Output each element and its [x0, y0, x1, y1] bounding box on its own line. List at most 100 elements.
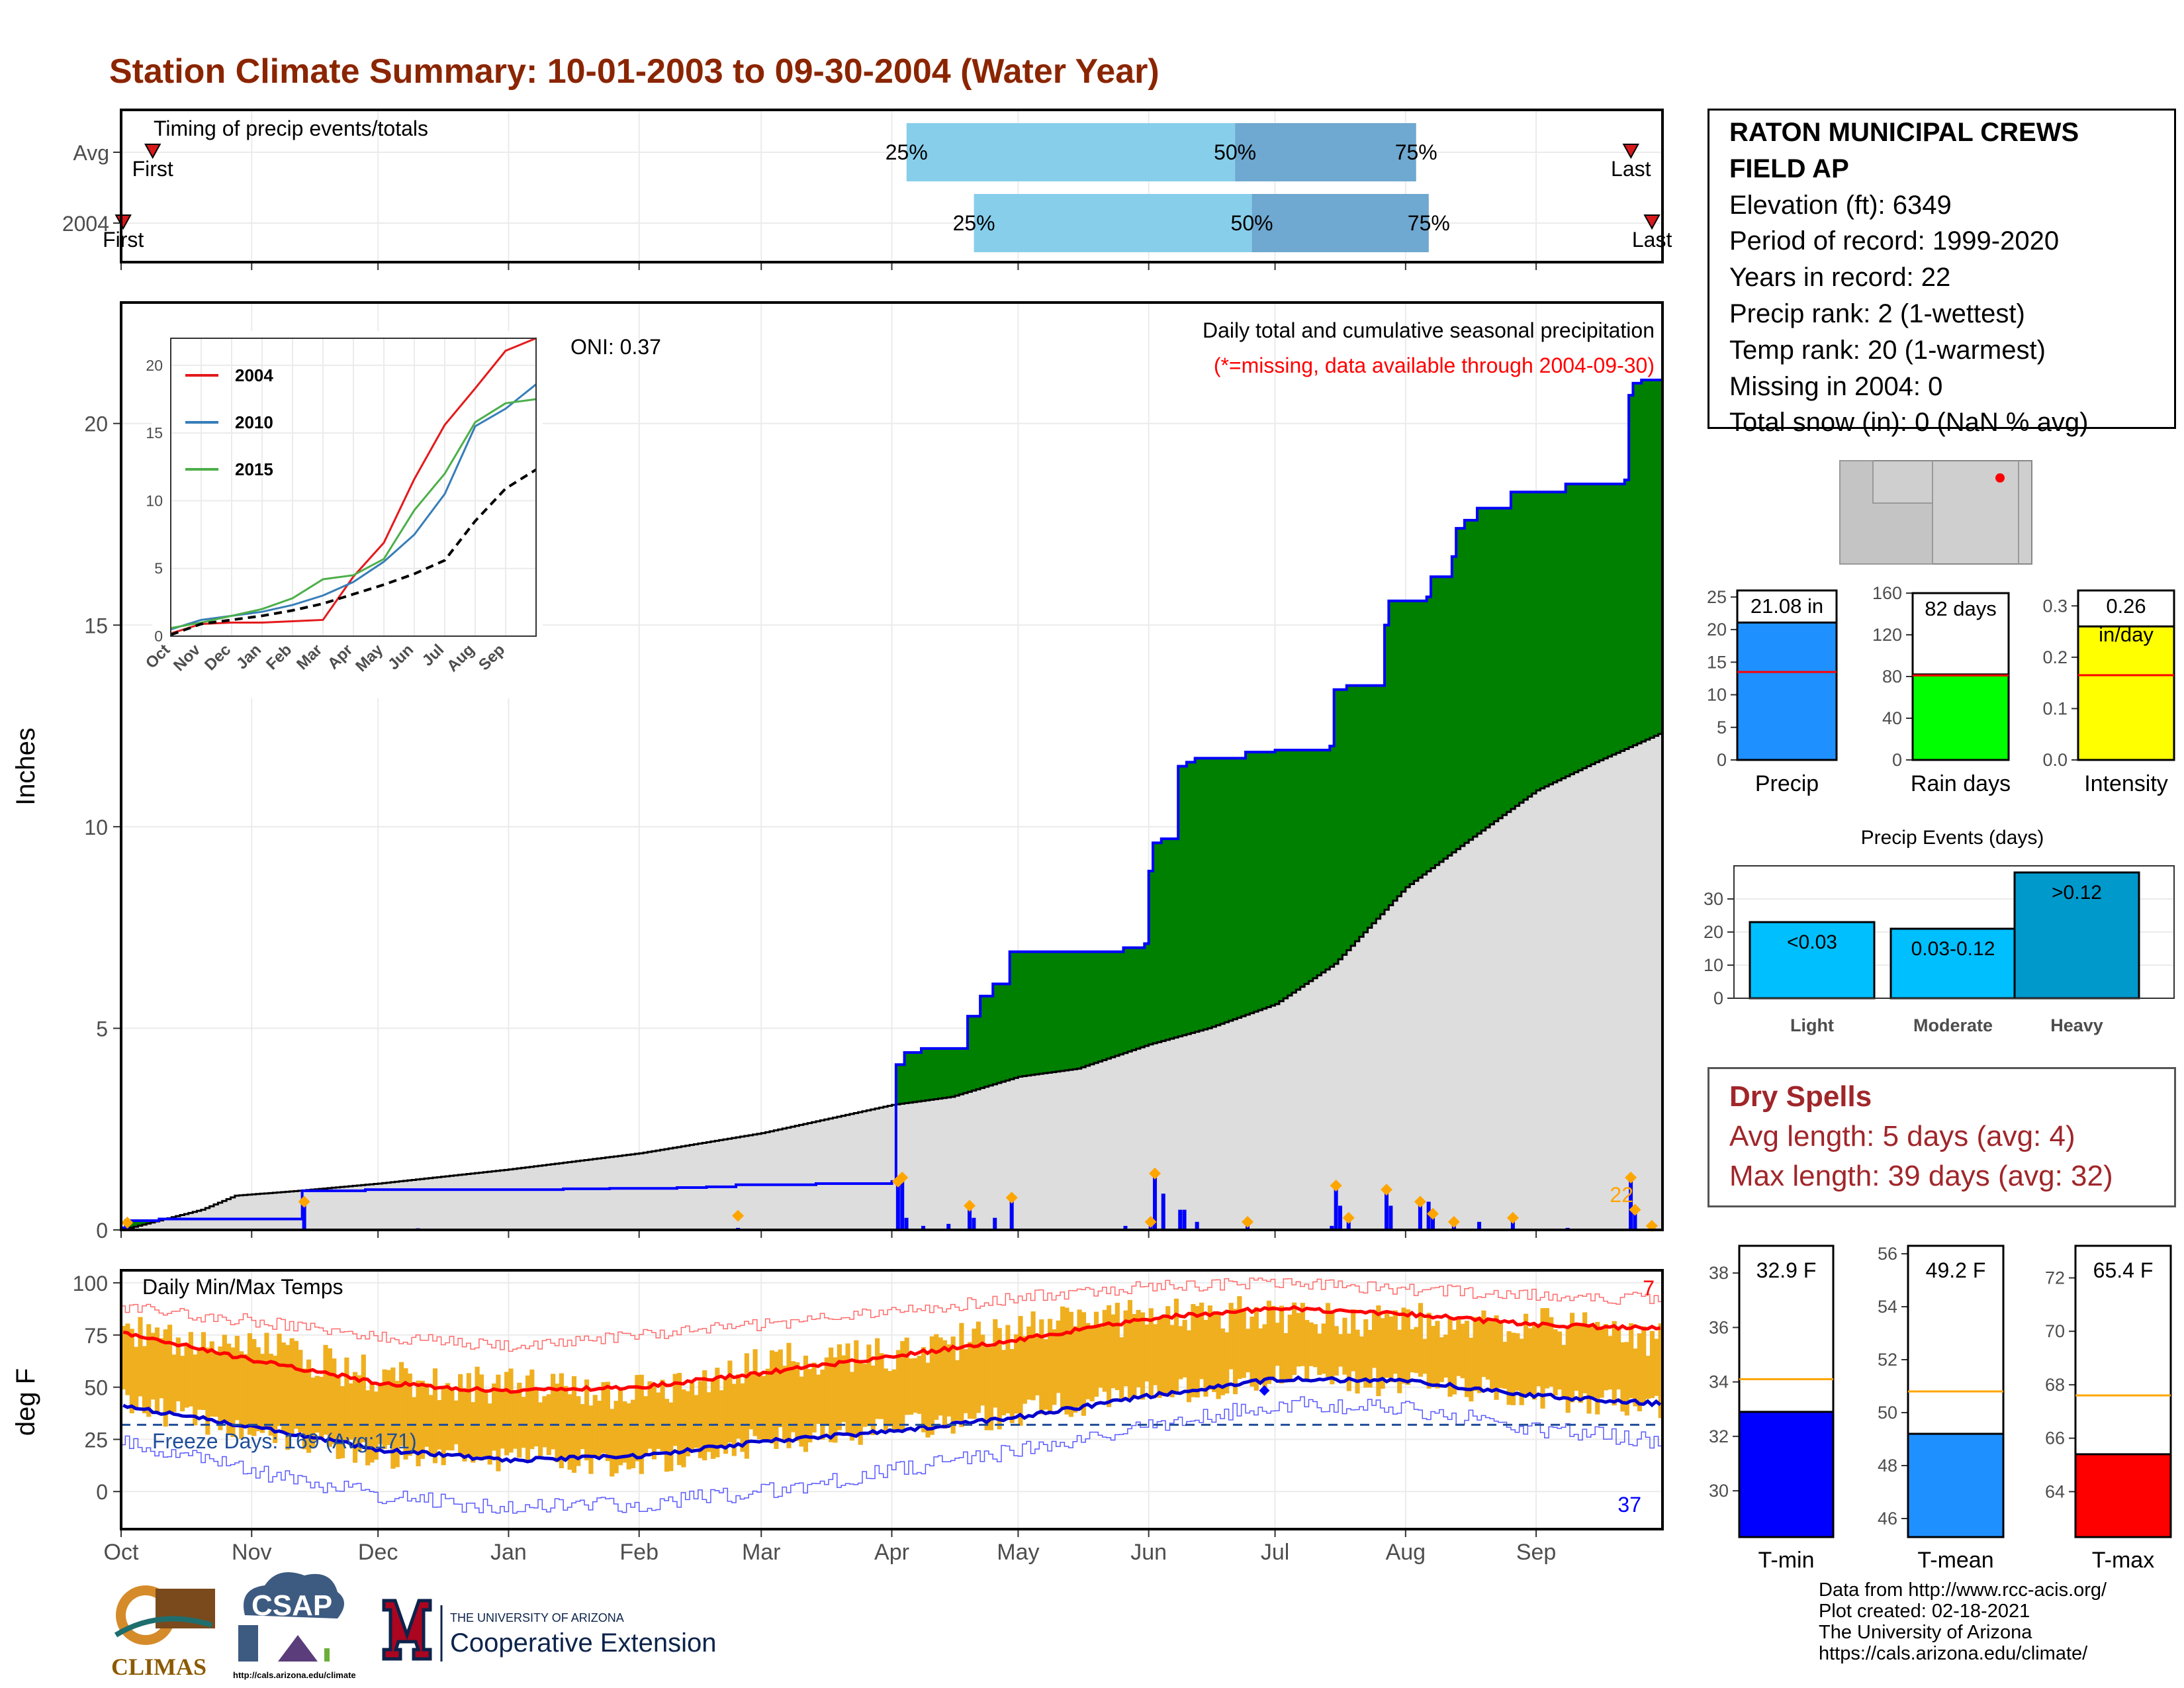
daily-temp-range-bar: [403, 1368, 408, 1460]
precip-surplus-fill: [1224, 758, 1230, 1023]
daily-temp-range-bar: [1073, 1326, 1078, 1413]
daily-temp-range-bar: [1629, 1323, 1634, 1399]
station-temp-rank: Temp rank: 20 (1-warmest): [1729, 335, 2046, 365]
daily-temp-range-bar: [1191, 1303, 1196, 1397]
precip-surplus-fill: [1456, 528, 1461, 849]
daily-temp-range-bar: [811, 1362, 817, 1433]
precip-surplus-fill: [1544, 492, 1549, 786]
precip-surplus-fill: [1380, 685, 1385, 915]
daily-temp-range-bar: [694, 1395, 699, 1448]
precip-surplus-fill: [1633, 383, 1638, 745]
precip-surplus-fill: [1283, 750, 1289, 999]
daily-temp-range-bar: [188, 1332, 193, 1407]
precip-surplus-fill: [1414, 600, 1419, 881]
daily-temp-range-bar: [239, 1351, 244, 1439]
tmax-y-tick-label: 66: [2045, 1429, 2065, 1448]
tmin-value-label: 32.9 F: [1756, 1258, 1817, 1282]
daily-temp-range-bar: [1595, 1321, 1600, 1415]
university-of-arizona-logo: THE UNIVERSITY OF ARIZONA Cooperative Ex…: [382, 1599, 716, 1662]
daily-temp-range-bar: [1443, 1335, 1449, 1378]
daily-temp-range-bar: [1052, 1329, 1057, 1405]
daily-temp-range-bar: [1132, 1314, 1137, 1399]
daily-temp-range-bar: [866, 1344, 872, 1427]
record-lows-count: 37: [1617, 1493, 1641, 1517]
daily-precip-bar: [1385, 1190, 1389, 1230]
precip-surplus-fill: [1553, 492, 1558, 782]
daily-temp-range-bar: [1553, 1329, 1558, 1396]
daily-temp-range-bar: [668, 1402, 674, 1472]
daily-temp-range-bar: [508, 1368, 514, 1453]
precip-surplus-fill: [1469, 520, 1474, 840]
dry-spells-title: Dry Spells: [1729, 1080, 1872, 1113]
daily-temp-range-bar: [900, 1341, 905, 1431]
daily-temp-range-bar: [378, 1385, 383, 1444]
tmin-axis-label: T-min: [1758, 1548, 1815, 1573]
daily-temp-range-bar: [1633, 1348, 1638, 1407]
daily-temp-range-bar: [576, 1396, 581, 1466]
daily-temp-range-bar: [854, 1340, 859, 1434]
precip-surplus-fill: [1014, 951, 1019, 1078]
daily-precip-bar: [1431, 1213, 1435, 1230]
tmin-y-tick-label: 30: [1709, 1481, 1729, 1501]
timing-row-label: 2004: [62, 212, 109, 236]
precip_total-y-tick-label: 20: [1707, 620, 1727, 639]
daily-temp-range-bar: [972, 1329, 977, 1419]
daily-temp-range-bar: [913, 1358, 918, 1413]
daily-temp-range-bar: [1376, 1305, 1381, 1397]
precip-surplus-fill: [938, 1048, 943, 1099]
daily-temp-range-bar: [617, 1389, 623, 1466]
big-event-marker: [732, 1209, 745, 1222]
precip-surplus-fill: [1603, 484, 1608, 759]
inset-legend-label: 2004: [235, 365, 273, 385]
daily-temp-range-bar: [525, 1375, 531, 1461]
daily-temp-range-bar: [968, 1342, 973, 1419]
daily-temp-range-bar: [1447, 1318, 1453, 1397]
precip-surplus-fill: [1540, 492, 1545, 789]
daily-temp-range-bar: [782, 1366, 788, 1441]
x-axis-month-label: Nov: [232, 1540, 271, 1565]
daily-temp-range-bar: [820, 1370, 825, 1440]
daily-temp-range-bar: [521, 1397, 526, 1448]
daily-temp-range-bar: [1224, 1332, 1230, 1394]
daily-temp-range-bar: [639, 1374, 644, 1474]
tmin-y-tick-label: 32: [1709, 1427, 1729, 1446]
timing-bar-early: [974, 194, 1252, 252]
precip-surplus-fill: [1527, 492, 1533, 797]
precip-surplus-fill: [1250, 752, 1255, 1013]
station-precip-rank: Precip rank: 2 (1-wettest): [1729, 299, 2025, 328]
daily-temp-range-bar: [420, 1380, 425, 1459]
precip-surplus-fill: [1557, 492, 1562, 780]
intensity-y-tick-label: 0.1: [2042, 698, 2068, 718]
daily-temp-range-bar: [1060, 1306, 1066, 1411]
daily-temp-range-bar: [1228, 1303, 1234, 1370]
inset-legend-label: 2010: [235, 412, 273, 432]
daily-temp-range-bar: [1144, 1324, 1150, 1382]
precip-surplus-fill: [968, 1016, 973, 1092]
daily-temp-range-bar: [1321, 1323, 1326, 1374]
precip-surplus-fill: [1203, 758, 1208, 1030]
precip-surplus-fill: [1182, 766, 1187, 1035]
logos: CLIMAS CSAP http://cals.arizona.edu/clim…: [111, 1572, 716, 1680]
precip-surplus-fill: [972, 1016, 977, 1091]
daily-temp-range-bar: [887, 1371, 893, 1427]
precip-surplus-fill: [1426, 596, 1432, 872]
big-event-marker: [1414, 1196, 1426, 1208]
daily-temp-range-bar: [601, 1382, 606, 1454]
intensity-value-label: 0.26: [2106, 594, 2146, 618]
daily-temp-range-bar: [1565, 1327, 1570, 1413]
daily-temp-range-bar: [1603, 1324, 1609, 1391]
daily-temp-range-bar: [336, 1375, 341, 1459]
daily-temp-range-bar: [390, 1367, 396, 1469]
precip-surplus-fill: [1392, 600, 1398, 901]
daily-temp-range-bar: [635, 1375, 640, 1462]
precip-surplus-fill: [1574, 484, 1579, 773]
daily-temp-range-bar: [959, 1323, 964, 1427]
daily-temp-range-bar: [1081, 1312, 1087, 1416]
daily-temp-range-bar: [891, 1369, 897, 1432]
daily-precip-bar: [1633, 1209, 1637, 1230]
precip-surplus-fill: [1515, 492, 1520, 806]
precip-surplus-fill: [993, 984, 998, 1084]
daily-temp-range-bar: [1502, 1342, 1508, 1389]
daily-temp-range-bar: [706, 1392, 711, 1452]
